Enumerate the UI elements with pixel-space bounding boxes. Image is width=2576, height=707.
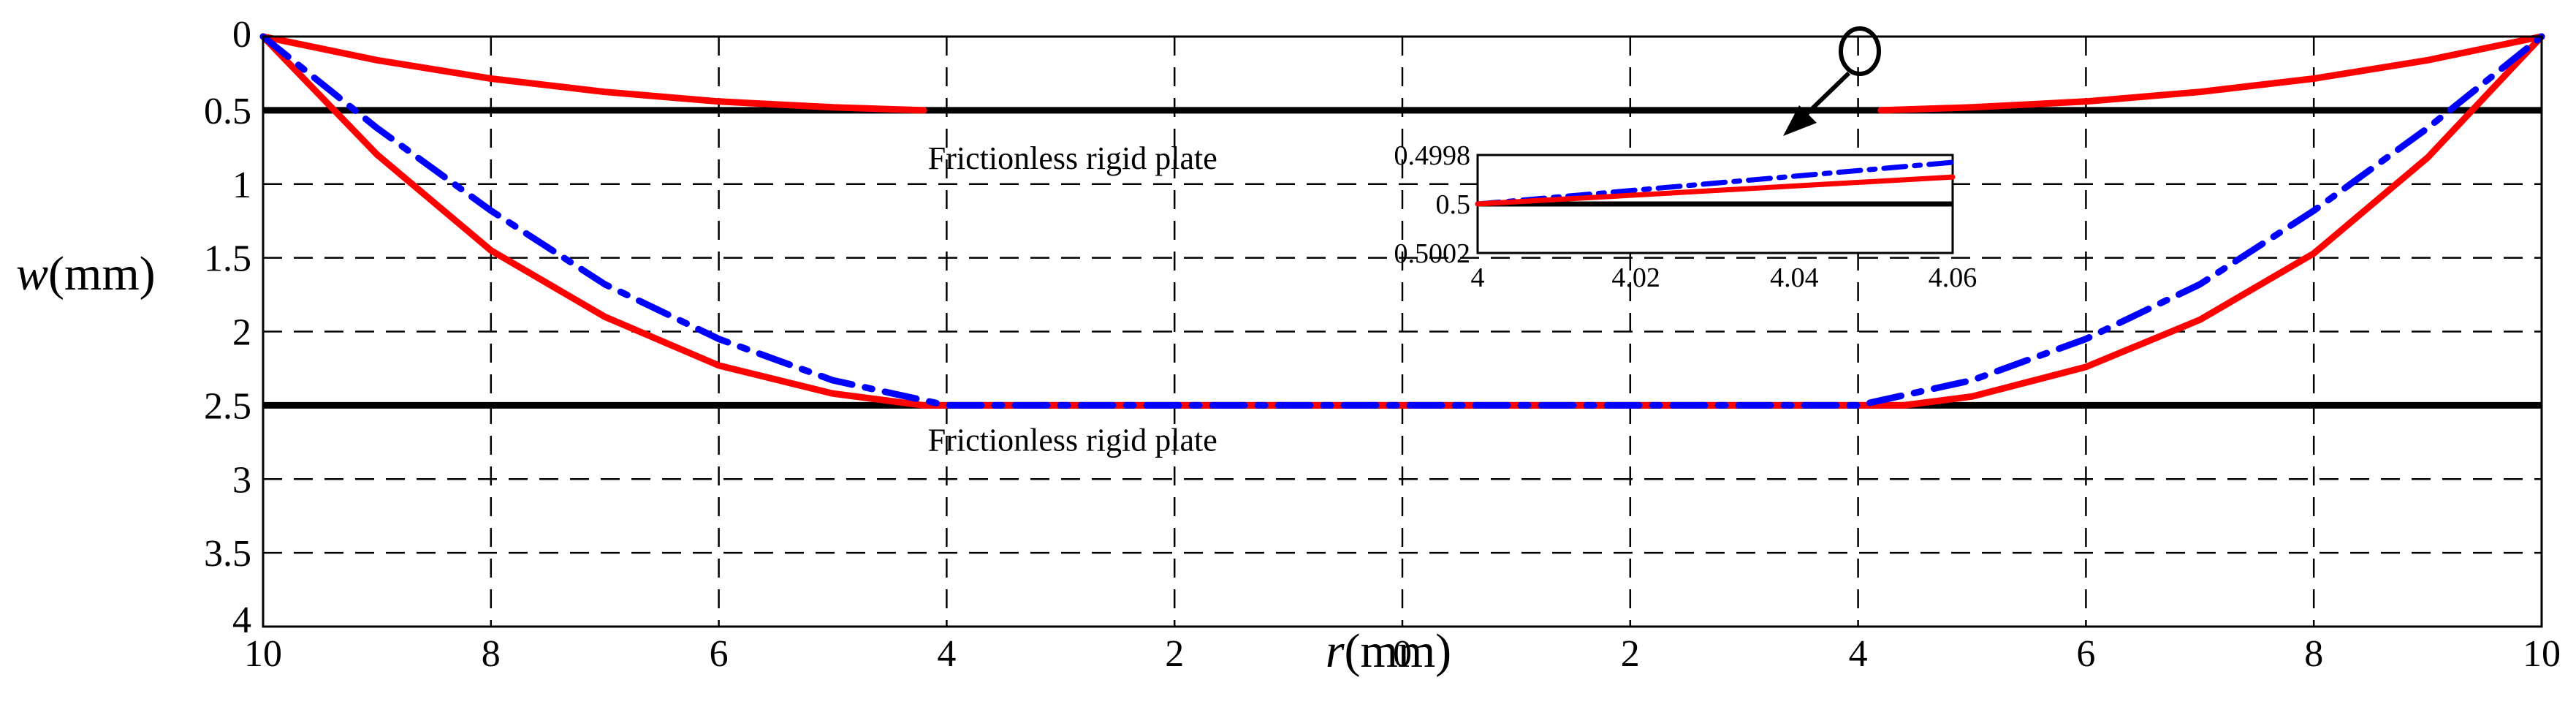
x-tick-label: 10 — [244, 633, 282, 675]
upper-plate-label: Frictionless rigid plate — [928, 140, 1217, 176]
inset-x-tick-label: 4 — [1471, 262, 1485, 293]
membrane-upper-left-line — [259, 33, 927, 114]
inset-x-tick-label: 4.06 — [1929, 262, 1977, 293]
x-tick-label: 0 — [1393, 633, 1412, 675]
grid-lines — [263, 37, 2542, 627]
zoom-annotation — [1783, 26, 1881, 136]
y-tick-label: 1 — [232, 165, 251, 206]
zoom-circle — [1839, 26, 1881, 76]
inset-y-tick-label: 0.5002 — [1394, 238, 1471, 269]
x-tick-label: 2 — [1165, 633, 1184, 675]
x-tick-label: 2 — [1621, 633, 1640, 675]
inset-x-tick-label: 4.02 — [1611, 262, 1660, 293]
plot-frame — [262, 35, 2543, 628]
x-tick-label: 10 — [2523, 633, 2561, 675]
y-tick-label: 2 — [232, 312, 251, 354]
y-tick-label: 3 — [232, 459, 251, 501]
x-tick-label: 4 — [1849, 633, 1868, 675]
inset-plot: 4 4.02 4.04 4.06 0.4998 0.5 0.5002 — [1394, 140, 1977, 293]
y-tick-label: 3.5 — [204, 533, 251, 575]
x-tick-label: 8 — [482, 633, 501, 675]
tick-labels: 10 8 6 4 2 0 2 4 6 8 10 0 0.5 1 1.5 2 2.5 3 3.5 4 — [204, 14, 2561, 675]
y-tick-label: 1.5 — [204, 238, 251, 280]
y-tick-label: 0 — [232, 14, 251, 56]
x-tick-label: 6 — [2076, 633, 2095, 675]
inset-y-tick-label: 0.5 — [1436, 189, 1471, 220]
inset-solid-line — [1475, 174, 1956, 207]
series-lines — [259, 33, 2545, 409]
membrane-upper-right-line — [1877, 33, 2545, 114]
inset-y-tick-label: 0.4998 — [1394, 140, 1471, 171]
x-tick-label: 6 — [710, 633, 729, 675]
y-tick-label: 0.5 — [204, 91, 251, 132]
arrow-shaft — [1803, 71, 1851, 118]
plot-border — [262, 35, 2543, 628]
y-axis-title: w(mm) — [16, 247, 156, 300]
x-tick-label: 8 — [2304, 633, 2323, 675]
x-axis-title: r(mm) — [1326, 624, 1451, 678]
arrowhead — [1783, 105, 1817, 136]
y-tick-label: 4 — [232, 600, 251, 641]
x-tick-label: 4 — [937, 633, 956, 675]
inset-x-tick-label: 4.04 — [1770, 262, 1819, 293]
membrane-lower-dashdot-line — [259, 33, 2545, 409]
y-tick-label: 2.5 — [204, 385, 251, 427]
lower-plate-label: Frictionless rigid plate — [928, 422, 1217, 458]
